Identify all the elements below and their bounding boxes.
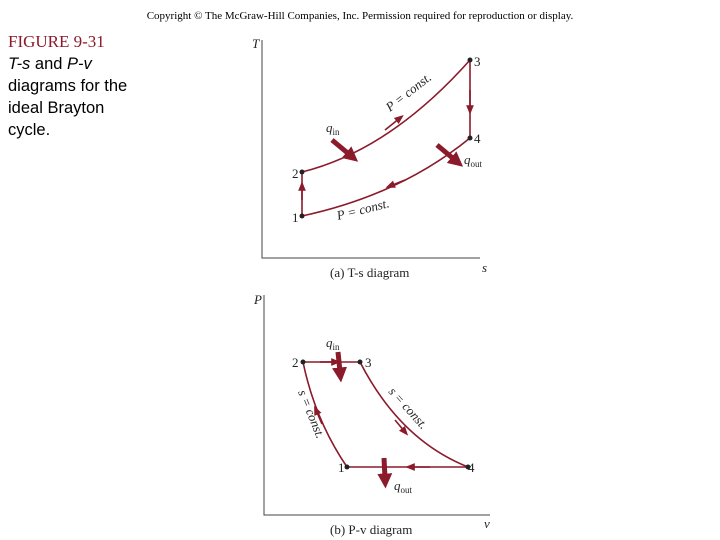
ts-diagram: T s 1 2 3 4 P = const. P = const. qin qo…	[252, 36, 487, 280]
axis-label: T	[252, 36, 260, 51]
arrow	[384, 115, 404, 131]
heat-symbol: q	[326, 120, 333, 135]
state-point	[300, 359, 306, 365]
state-point	[344, 464, 350, 470]
figure-number: FIGURE 9-31	[8, 32, 105, 51]
heat-symbol: q	[394, 478, 401, 493]
axis-label: P	[253, 292, 262, 307]
point-label: 4	[474, 131, 481, 146]
heat-arrow	[377, 457, 393, 489]
heat-label: qout	[394, 478, 413, 495]
axis-label: v	[484, 516, 490, 531]
point-label: 2	[292, 166, 299, 181]
caption-word: and	[34, 55, 63, 73]
point-label: 3	[365, 355, 372, 370]
state-point	[467, 57, 473, 63]
arrow	[394, 419, 409, 436]
heat-symbol: q	[326, 335, 333, 350]
caption-line: diagrams for the	[8, 77, 128, 95]
state-point	[299, 169, 305, 175]
caption-line: cycle.	[8, 121, 51, 139]
heat-subscript: in	[333, 342, 341, 352]
heat-label: qout	[464, 152, 483, 169]
caption-line: T-s and P-v	[8, 53, 127, 75]
diagram-caption: (b) P-v diagram	[330, 522, 412, 537]
copyright: Copyright © The McGraw-Hill Companies, I…	[146, 10, 574, 22]
caption-term: T-s	[8, 55, 31, 73]
curve-label: s = const.	[386, 384, 431, 432]
caption-line: ideal Brayton	[8, 99, 105, 117]
state-point	[467, 135, 473, 141]
arrow	[385, 179, 406, 188]
state-point	[465, 464, 471, 470]
heat-arrow	[435, 143, 464, 167]
pv-diagram: P v 1 2 3 4 s = const. s = const. qin qo…	[253, 292, 490, 537]
point-label: 4	[468, 460, 475, 475]
axis-label: s	[482, 260, 487, 275]
heat-label: qin	[326, 120, 340, 137]
state-point	[357, 359, 363, 365]
axes	[263, 295, 490, 516]
point-label: 3	[474, 54, 481, 69]
arrow	[314, 405, 323, 425]
heat-label: qin	[326, 335, 340, 352]
heat-arrow	[332, 351, 348, 383]
point-label: 2	[292, 355, 299, 370]
heat-arrow	[330, 138, 359, 162]
axes	[261, 40, 480, 259]
heat-symbol: q	[464, 152, 471, 167]
point-label: 1	[338, 460, 345, 475]
caption-term: P-v	[67, 55, 92, 73]
figure-caption: T-s and P-v diagrams for the ideal Brayt…	[8, 53, 127, 141]
heat-subscript: out	[471, 159, 483, 169]
heat-subscript: in	[333, 127, 341, 137]
diagram-caption: (a) T-s diagram	[330, 265, 409, 280]
process-line	[301, 59, 471, 173]
heat-subscript: out	[401, 485, 413, 495]
curve-label: P = const.	[382, 70, 434, 115]
curve-label: s = const.	[295, 388, 328, 441]
point-label: 1	[292, 210, 299, 225]
process-line	[302, 361, 348, 468]
curve-label: P = const.	[334, 195, 391, 223]
state-point	[299, 213, 305, 219]
